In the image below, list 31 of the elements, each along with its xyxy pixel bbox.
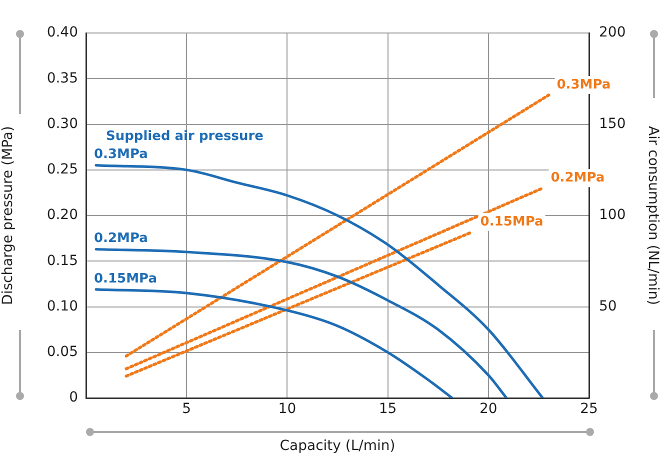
y2-tick-label: 50 (599, 298, 617, 314)
x-tick-label: 10 (278, 401, 296, 418)
x-tick-label: 5 (182, 401, 192, 418)
x-tick-label: 20 (479, 401, 498, 418)
y-tick-label: 0.05 (46, 344, 78, 360)
y-tick-label: 0.40 (46, 24, 78, 41)
line-series (94, 164, 544, 398)
line-series (94, 248, 508, 398)
series-label: 0.15MPa (94, 271, 157, 286)
series-label: 0.15MPa (480, 214, 544, 230)
y2-tick-label: 100 (599, 207, 626, 224)
y2-tick-label: 200 (599, 24, 626, 41)
x-tick-label: 15 (378, 401, 397, 418)
series-label: 0.2MPa (550, 170, 605, 186)
series-label: 0.3MPa (94, 147, 148, 162)
y-axis-title: Discharge pressure (MPa) (0, 126, 16, 305)
series-label: 0.3MPa (556, 77, 611, 92)
y-tick-label: 0.20 (46, 207, 78, 224)
y2-axis-title: Air consumption (NL/min) (644, 126, 661, 306)
y-tick-label: 0.35 (46, 70, 78, 86)
x-tick-label: 25 (580, 401, 598, 418)
x-axis-title: Capacity (L/min) (280, 438, 396, 454)
y-tick-label: 0 (69, 390, 78, 406)
series-label: 0.2MPa (94, 231, 148, 246)
y2-tick-label: 150 (599, 116, 626, 132)
y-tick-label: 0.10 (46, 298, 78, 314)
line-series (94, 288, 454, 398)
y-tick-label: 0.15 (46, 252, 78, 269)
y-tick-label: 0.25 (46, 162, 78, 178)
annotation: Supplied air pressure (106, 129, 264, 144)
y-tick-label: 0.30 (46, 116, 78, 132)
